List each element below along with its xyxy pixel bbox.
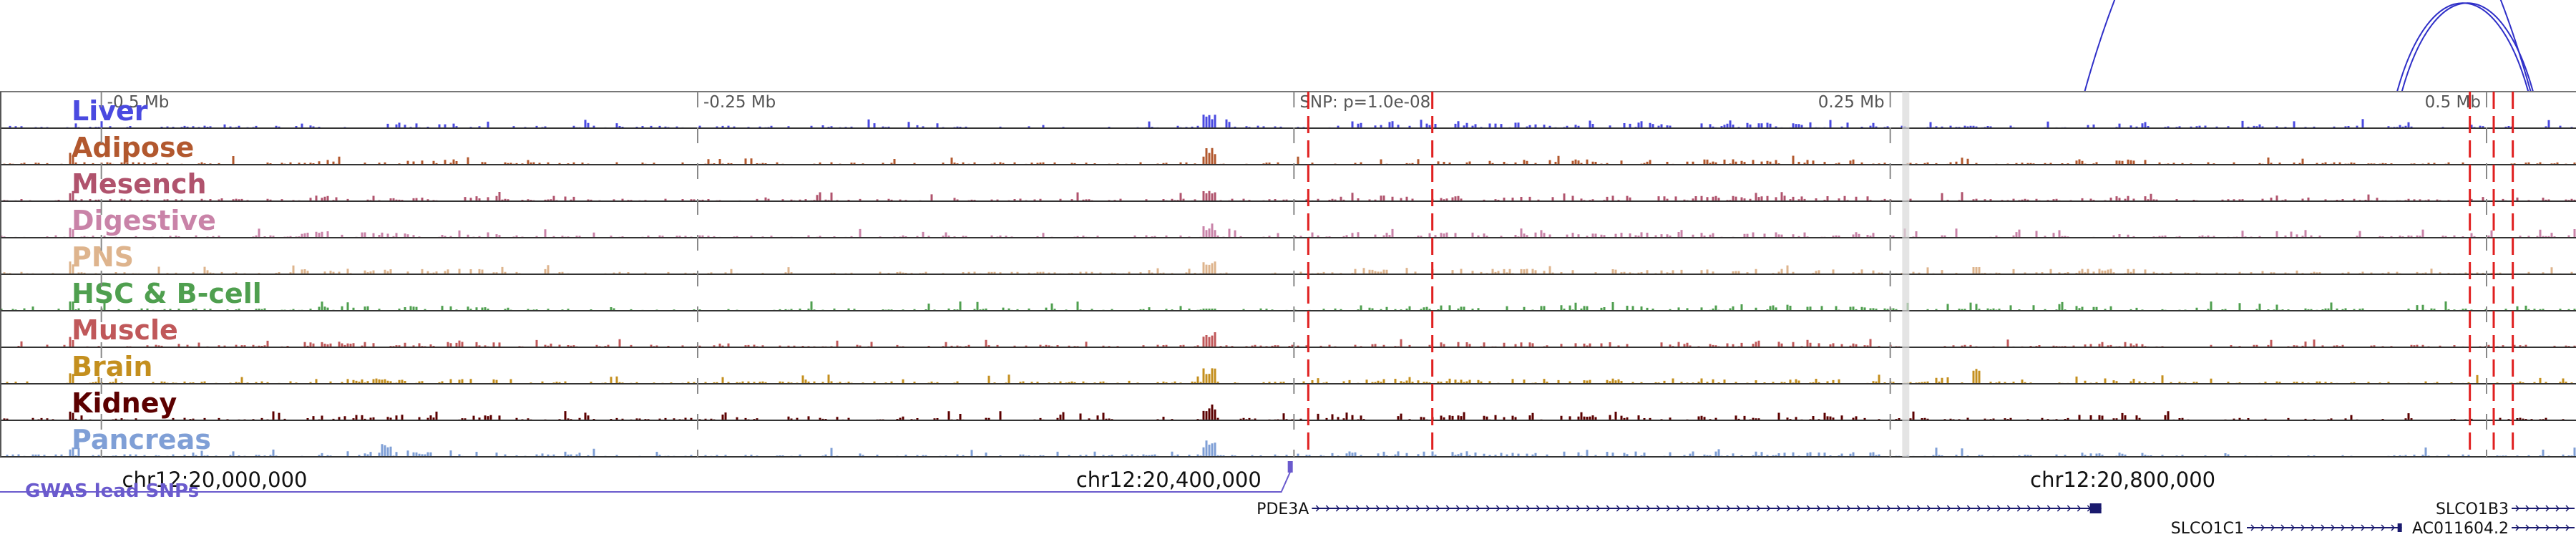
track-label: Mesench xyxy=(72,168,207,200)
track-signal xyxy=(9,115,2573,128)
coordinate-axis: chr12:20,000,000 chr12:20,400,000 chr12:20… xyxy=(122,468,2216,492)
coordinate-label: chr12:20,800,000 xyxy=(2030,468,2215,492)
gene-label: SLCO1B3 xyxy=(2436,500,2509,518)
gwas-lead-snps-track: GWAS lead SNPs xyxy=(0,461,1293,502)
gene-label: SLCO1C1 xyxy=(2171,520,2244,537)
gene-annotation-track: PDE3A SLCO1C1 SLCO1B3 AC011604.2 xyxy=(1257,500,2575,537)
track-signal xyxy=(6,440,2576,457)
gene-label: PDE3A xyxy=(1257,500,1309,518)
track-signal xyxy=(3,190,2576,201)
coordinate-label: chr12:20,400,000 xyxy=(1076,468,1262,492)
ruler-tick-label: 0.5 Mb xyxy=(2425,93,2481,112)
track-label: Kidney xyxy=(72,387,177,419)
gene-strand-arrows xyxy=(2515,505,2570,512)
track-signal xyxy=(3,261,2573,274)
gene-strand-arrows xyxy=(2250,524,2396,531)
gene-exon xyxy=(2089,503,2102,513)
highlight-band xyxy=(1902,92,1910,457)
gene-slco1b3: SLCO1B3 xyxy=(2436,500,2575,518)
ruler-tick-label: SNP: p=1.0e-08 xyxy=(1299,93,1430,112)
distance-ruler: -0.5 Mb -0.25 Mb SNP: p=1.0e-08 0.25 Mb 0.5 … xyxy=(0,91,2576,112)
track-brain: Brain xyxy=(0,351,2576,384)
chromatin-loops xyxy=(2084,0,2534,92)
snp-markers xyxy=(100,92,2514,457)
ruler-tick-label: -0.25 Mb xyxy=(703,93,776,112)
coordinate-label: chr12:20,000,000 xyxy=(122,468,308,492)
track-signal xyxy=(0,301,2576,311)
ruler-tick-label: 0.25 Mb xyxy=(1818,93,1885,112)
gene-exon xyxy=(2397,523,2402,532)
track-signal xyxy=(0,223,2576,238)
track-muscle: Muscle xyxy=(0,314,2576,348)
track-label: Liver xyxy=(72,95,148,127)
track-mesench: Mesench xyxy=(0,168,2576,202)
track-label: Pancreas xyxy=(72,424,211,455)
gene-pde3a: PDE3A xyxy=(1257,500,2102,518)
track-label: Digestive xyxy=(72,205,216,236)
gene-slco1c1: SLCO1C1 xyxy=(2171,520,2402,537)
track-adipose: Adipose xyxy=(0,132,2576,165)
loop-arc-2 xyxy=(2401,2,2534,92)
track-label: HSC & B-cell xyxy=(72,278,262,309)
gene-ac011604-2: AC011604.2 xyxy=(2412,520,2575,537)
gwas-label: GWAS lead SNPs xyxy=(25,480,199,502)
loop-arc-0 xyxy=(2084,0,2532,92)
track-signal xyxy=(3,147,2576,165)
track-pancreas: Pancreas xyxy=(0,424,2576,458)
track-signal xyxy=(6,368,2573,384)
track-pns: PNS xyxy=(0,241,2576,275)
accessibility-tracks: Liver Adipose Mesench Digestive PNS HSC & B-c… xyxy=(0,92,2576,458)
ruler-tick-label: -0.5 Mb xyxy=(107,93,170,112)
track-label: Adipose xyxy=(72,132,194,163)
gene-strand-arrows xyxy=(2515,524,2570,531)
track-hsc-b-cell: HSC & B-cell xyxy=(0,278,2576,311)
track-signal xyxy=(17,332,2576,347)
gene-strand-arrows xyxy=(1315,505,2092,512)
gwas-snp-mark xyxy=(1287,461,1293,473)
track-label: PNS xyxy=(72,241,134,273)
track-digestive: Digestive xyxy=(0,205,2576,238)
track-liver: Liver xyxy=(0,95,2576,129)
gene-label: AC011604.2 xyxy=(2412,520,2509,537)
track-label: Brain xyxy=(72,351,152,382)
track-label: Muscle xyxy=(72,314,178,346)
track-kidney: Kidney xyxy=(0,387,2576,421)
track-signal xyxy=(3,405,2565,420)
loop-arc-1 xyxy=(2396,2,2529,92)
